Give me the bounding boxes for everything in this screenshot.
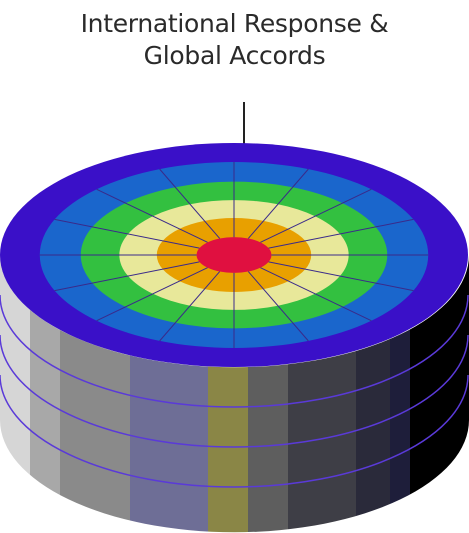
spoke-line	[260, 267, 372, 322]
spoke-line	[268, 261, 414, 292]
title-line-2: Global Accords	[143, 41, 326, 70]
spoke-line	[159, 168, 221, 239]
spoke-line	[247, 271, 309, 342]
top-face-spokes	[39, 162, 429, 348]
diagram-title: International Response & Global Accords	[0, 8, 469, 72]
side-ring-line	[0, 334, 469, 448]
spoke-line	[54, 261, 200, 292]
side-ring-line	[0, 294, 469, 408]
side-ring-lines	[0, 294, 469, 488]
spoke-line	[96, 267, 208, 322]
spoke-line	[96, 188, 208, 243]
spoke-line	[54, 218, 200, 249]
spoke-line	[159, 271, 221, 342]
spoke-line	[268, 218, 414, 249]
side-ring-line	[0, 374, 469, 488]
title-line-1: International Response &	[80, 9, 389, 38]
top-ring	[196, 237, 272, 273]
spoke-line	[247, 168, 309, 239]
spoke-line	[260, 188, 372, 243]
